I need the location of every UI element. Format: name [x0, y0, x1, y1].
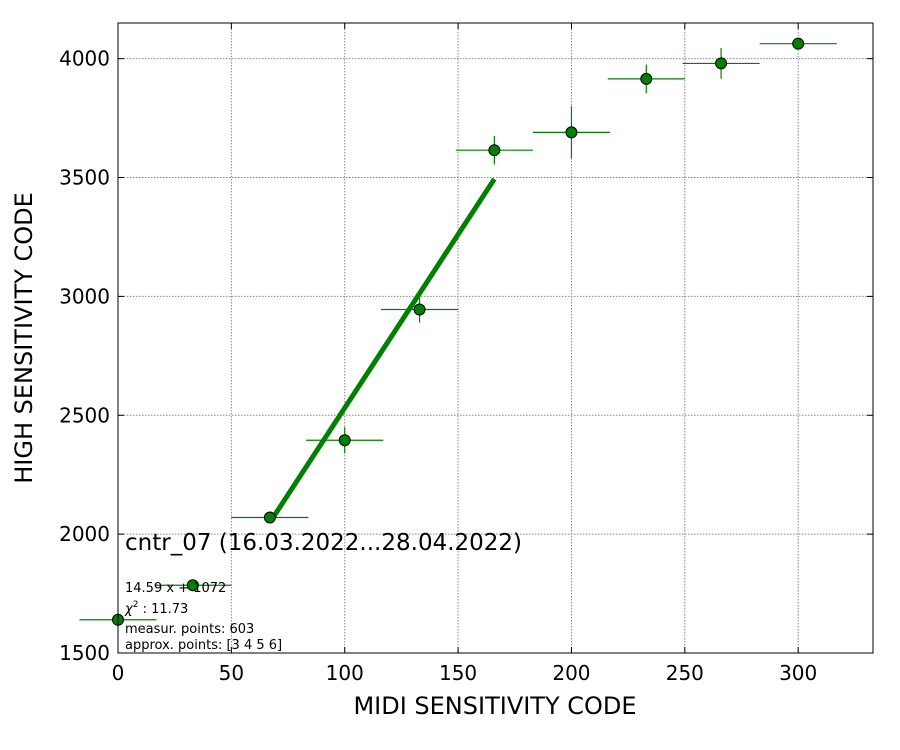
x-tick-labels: 0 50 100 150 200 250 300 [112, 661, 818, 685]
y-tick-label: 3000 [59, 284, 110, 308]
y-axis-label: HIGH SENSITIVITY CODE [10, 192, 38, 484]
data-point [640, 72, 653, 85]
chi-symbol: χ [124, 602, 134, 617]
fit-line-group [267, 177, 497, 524]
y-tick-label: 1500 [59, 641, 110, 665]
y-tick-label: 2000 [59, 522, 110, 546]
annotation-chi-square: χ2 : 11.73 [124, 600, 188, 617]
data-point [792, 37, 805, 50]
annotation-measur-points: measur. points: 603 [125, 622, 254, 637]
data-points [112, 37, 805, 626]
plot-area [118, 23, 873, 653]
y-tick-label: 2500 [59, 403, 110, 427]
data-point [413, 303, 426, 316]
data-point [263, 511, 276, 524]
fit-line [267, 177, 497, 524]
y-tick-label: 3500 [59, 166, 110, 190]
x-tick-label: 300 [779, 661, 817, 685]
chi-colon: : [138, 602, 151, 617]
plot-frame [117, 22, 874, 654]
y-tick-label: 4000 [59, 47, 110, 71]
data-point [565, 126, 578, 139]
annotation-approx-points: approx. points: [3 4 5 6] [125, 638, 282, 653]
data-point [488, 144, 501, 157]
y-tick-labels: 1500 2000 2500 3000 3500 4000 [59, 47, 110, 665]
x-tick-label: 100 [326, 661, 364, 685]
x-tick-label: 50 [219, 661, 244, 685]
chi-value: 11.73 [151, 602, 188, 617]
x-tick-label: 0 [112, 661, 125, 685]
x-tick-label: 250 [666, 661, 704, 685]
x-axis-label: MIDI SENSITIVITY CODE [353, 692, 636, 720]
annotation-title: cntr_07 (16.03.2022...28.04.2022) [125, 530, 522, 556]
data-point [715, 57, 728, 70]
data-point [186, 579, 199, 592]
axis-ticks [117, 23, 873, 654]
annotation-fit-equation: 14.59 x + 1072 [125, 581, 226, 596]
x-tick-label: 150 [439, 661, 477, 685]
chi-superscript: 2 [133, 600, 139, 610]
data-point [338, 434, 351, 447]
x-tick-label: 200 [552, 661, 590, 685]
